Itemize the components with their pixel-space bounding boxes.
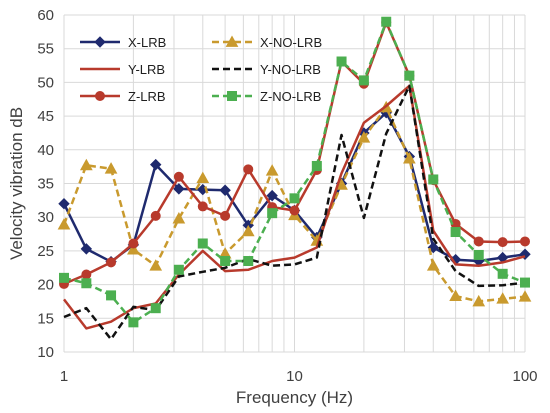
- data-point: [404, 70, 415, 81]
- series-group: [57, 16, 532, 341]
- data-point: [381, 16, 392, 27]
- y-tick-label: 10: [37, 344, 54, 361]
- data-point: [311, 160, 322, 171]
- legend-item-y-lrb: Y-LRB: [80, 62, 165, 77]
- data-point: [336, 56, 347, 67]
- data-point: [265, 164, 279, 176]
- data-point: [79, 158, 93, 171]
- legend-label: Z-NO-LRB: [260, 89, 321, 104]
- series-line-x-no-lrb: [62, 106, 526, 303]
- y-tick-label: 50: [37, 74, 54, 91]
- data-point: [428, 174, 439, 185]
- x-tick-label: 100: [512, 368, 537, 385]
- data-point: [243, 256, 254, 267]
- legend-label: X-NO-LRB: [260, 35, 322, 50]
- legend-marker: [95, 91, 105, 101]
- data-point: [472, 294, 486, 307]
- legend: X-LRB X-NO-LRB Y-LRB Y-NO-LRB Z-LRB Z-NO-LRB: [80, 35, 322, 104]
- data-point: [449, 289, 462, 301]
- x-tick-label: 1: [60, 368, 68, 385]
- data-point: [358, 75, 369, 86]
- data-point: [150, 210, 161, 221]
- series-line-y-lrb: [63, 84, 526, 330]
- y-tick-label: 60: [37, 7, 54, 24]
- series-y-lrb: [63, 84, 526, 330]
- data-point: [172, 212, 186, 224]
- series-line-y-no-lrb: [63, 84, 526, 341]
- legend-label: Y-LRB: [128, 62, 165, 77]
- data-point: [266, 189, 278, 202]
- legend-item-x-lrb: X-LRB: [80, 35, 166, 50]
- data-point: [128, 317, 139, 328]
- data-point: [219, 184, 231, 196]
- y-axis-label: Velocity vibration dB: [7, 107, 26, 260]
- data-point: [289, 193, 300, 204]
- data-point: [426, 259, 440, 271]
- data-point: [173, 183, 185, 195]
- data-point: [520, 236, 530, 247]
- data-point: [518, 290, 532, 302]
- y-tick-label: 25: [37, 243, 54, 260]
- data-point: [520, 277, 530, 288]
- y-tick-label: 20: [37, 277, 54, 294]
- grid: [63, 14, 526, 353]
- data-point: [127, 243, 140, 255]
- data-point: [173, 171, 184, 182]
- legend-label: Z-LRB: [128, 89, 166, 104]
- data-point: [220, 210, 231, 221]
- data-point: [150, 158, 162, 171]
- data-point: [106, 290, 117, 301]
- data-point: [106, 257, 117, 268]
- legend-item-z-no-lrb: Z-NO-LRB: [212, 89, 321, 104]
- data-point: [267, 208, 278, 219]
- series-y-no-lrb: [63, 84, 526, 341]
- y-tick-label: 45: [37, 108, 54, 125]
- data-point: [497, 237, 508, 248]
- data-point: [149, 259, 163, 271]
- x-axis-label: Frequency (Hz): [236, 388, 353, 407]
- y-tick-label: 55: [37, 41, 54, 58]
- data-point: [289, 205, 300, 216]
- y-tick-label: 30: [37, 209, 54, 226]
- data-point: [59, 272, 69, 283]
- data-point: [450, 227, 461, 238]
- data-point: [104, 162, 118, 174]
- data-point: [243, 164, 254, 175]
- x-tick-label: 10: [286, 368, 303, 385]
- data-point: [81, 269, 92, 280]
- legend-item-y-no-lrb: Y-NO-LRB: [212, 62, 321, 77]
- legend-label: X-LRB: [128, 35, 166, 50]
- data-point: [496, 292, 510, 304]
- legend-item-z-lrb: Z-LRB: [80, 89, 166, 104]
- legend-label: Y-NO-LRB: [260, 62, 321, 77]
- legend-item-x-no-lrb: X-NO-LRB: [212, 35, 322, 50]
- data-point: [241, 224, 255, 237]
- data-point: [473, 236, 484, 247]
- axes: 10 15 20 25 30 35 40 45 50 55 60 1 10 100: [37, 7, 537, 385]
- legend-marker: [227, 91, 237, 101]
- data-point: [81, 278, 92, 289]
- data-point: [80, 243, 93, 255]
- y-tick-label: 35: [37, 176, 54, 193]
- data-point: [57, 218, 71, 230]
- data-point: [58, 198, 70, 210]
- data-point: [403, 152, 416, 164]
- data-point: [497, 268, 508, 279]
- legend-marker: [225, 35, 239, 47]
- y-tick-label: 15: [37, 310, 54, 327]
- data-point: [197, 238, 208, 249]
- data-point: [357, 131, 371, 143]
- data-point: [197, 201, 208, 212]
- data-point: [473, 249, 484, 260]
- data-point: [196, 171, 210, 184]
- data-point: [220, 256, 231, 267]
- series-z-no-lrb: [59, 16, 530, 328]
- data-point: [128, 238, 139, 249]
- y-tick-label: 40: [37, 142, 54, 159]
- legend-marker: [94, 36, 106, 48]
- data-point: [173, 264, 184, 275]
- data-point: [150, 303, 161, 314]
